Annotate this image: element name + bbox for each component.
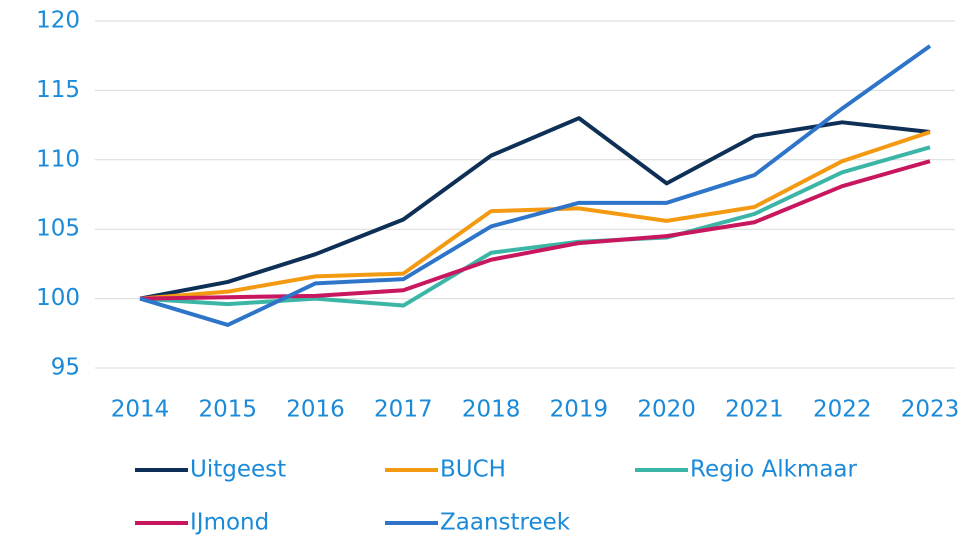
legend-label: Zaanstreek: [440, 510, 571, 536]
legend-label: BUCH: [440, 457, 506, 483]
x-tick-label: 2014: [111, 397, 170, 423]
line: [139, 44, 932, 327]
x-tick-label: 2020: [637, 397, 696, 423]
x-tick-label: 2016: [286, 397, 345, 423]
y-tick-label: 120: [36, 8, 80, 34]
y-tick-label: 95: [51, 355, 80, 381]
line: [139, 145, 931, 308]
y-tick-label: 115: [36, 77, 80, 103]
x-tick-label: 2018: [462, 397, 521, 423]
x-tick-label: 2022: [813, 397, 872, 423]
legend-label: Uitgeest: [190, 457, 286, 483]
legend-label: Regio Alkmaar: [690, 457, 858, 483]
line: [139, 116, 931, 301]
x-tick-label: 2015: [199, 397, 258, 423]
legend-label: IJmond: [190, 510, 269, 536]
x-tick-label: 2023: [901, 397, 960, 423]
x-tick-label: 2019: [550, 397, 609, 423]
y-tick-label: 100: [36, 285, 80, 311]
x-tick-label: 2017: [374, 397, 433, 423]
y-tick-label: 105: [36, 216, 80, 242]
y-tick-label: 110: [36, 146, 80, 172]
line: [139, 130, 931, 301]
x-tick-label: 2021: [725, 397, 784, 423]
line: [139, 159, 931, 301]
